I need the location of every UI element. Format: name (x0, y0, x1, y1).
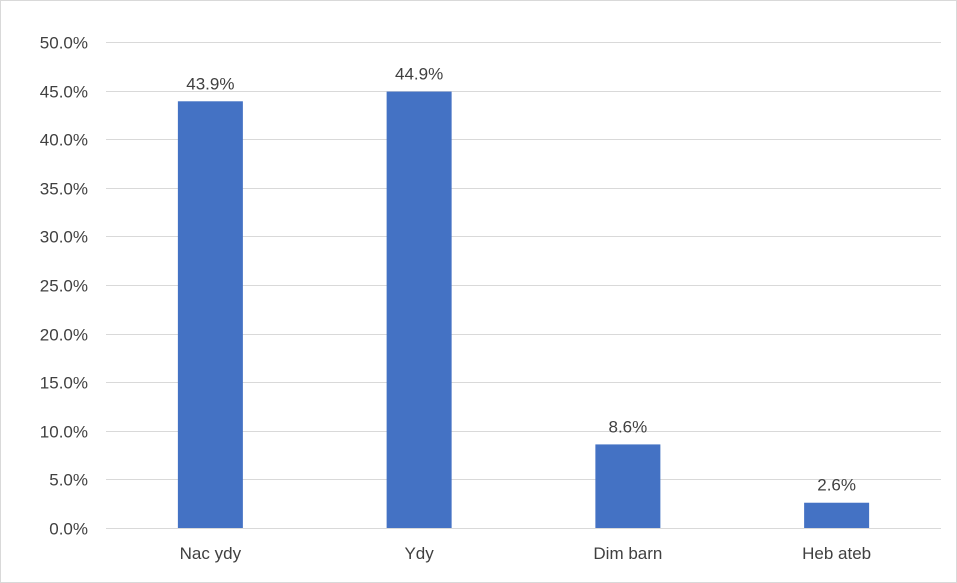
y-tick-label: 10.0% (40, 423, 88, 442)
bar (386, 91, 452, 529)
data-label: 44.9% (395, 65, 443, 84)
data-label: 2.6% (817, 476, 856, 495)
data-labels: 43.9% 44.9% 8.6% 2.6% (186, 65, 856, 495)
bar (595, 444, 661, 528)
data-label: 8.6% (609, 417, 648, 436)
x-axis-tick-labels: Nac ydy Ydy Dim barn Heb ateb (180, 544, 871, 563)
y-tick-label: 50.0% (40, 34, 88, 53)
bars (177, 91, 870, 529)
bar (177, 101, 243, 529)
x-tick-label: Ydy (404, 544, 434, 563)
gridlines (106, 42, 941, 529)
y-tick-label: 25.0% (40, 277, 88, 296)
data-label: 43.9% (186, 74, 234, 93)
y-tick-label: 5.0% (49, 471, 88, 490)
y-axis-tick-labels: 0.0% 5.0% 10.0% 15.0% 20.0% 25.0% 30.0% 35.0% 40… (40, 34, 88, 539)
x-tick-label: Dim barn (593, 544, 662, 563)
y-tick-label: 30.0% (40, 228, 88, 247)
x-tick-label: Nac ydy (180, 544, 242, 563)
y-tick-label: 0.0% (49, 520, 88, 539)
y-tick-label: 35.0% (40, 180, 88, 199)
bar (804, 502, 870, 528)
y-tick-label: 15.0% (40, 374, 88, 393)
x-tick-label: Heb ateb (802, 544, 871, 563)
y-tick-label: 45.0% (40, 83, 88, 102)
y-tick-label: 20.0% (40, 326, 88, 345)
y-tick-label: 40.0% (40, 131, 88, 150)
